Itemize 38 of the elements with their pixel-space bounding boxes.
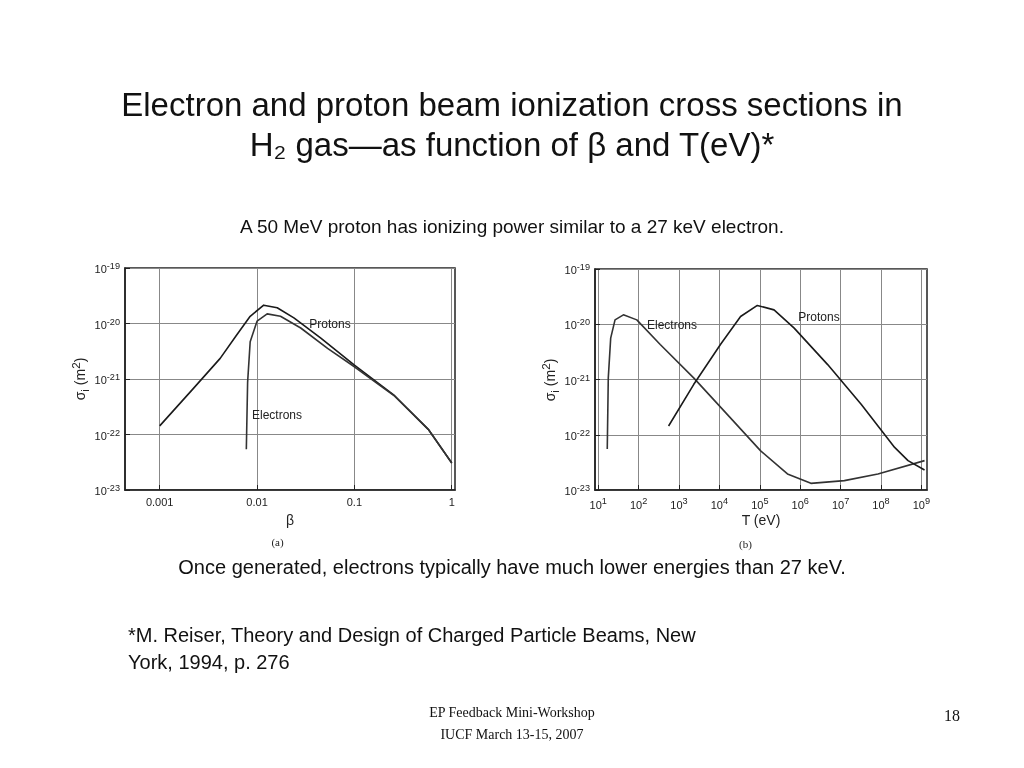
x-tick-label: 10$^{4}$ [710, 496, 729, 511]
text: Electron and proton beam ionization cross sections in H₂ gas—as function of β and T(eV)* [120, 85, 904, 165]
y-tick-label: 10$^{-22}$ [564, 427, 590, 443]
text: Once generated, electrons typically have much lower energies than 27 keV. [177, 556, 847, 579]
text: 18 [943, 707, 960, 725]
x-tick-label: 10$^{1}$ [589, 496, 607, 511]
x-tick-label: 10$^{8}$ [872, 496, 890, 511]
x-tick-label: 10$^{7}$ [831, 496, 850, 511]
x-tick-label: 10$^{2}$ [629, 496, 648, 511]
y-tick-label: 10$^{-21}$ [94, 371, 120, 387]
text: *M. Reiser, Theory and Design of Charged Particle Beams, New York, 1994, p. 276 [128, 623, 697, 675]
y-tick-label: 10$^{-20}$ [564, 316, 590, 332]
y-tick-label: 10$^{-23}$ [94, 482, 120, 498]
x-tick-label: 0.001 [145, 496, 174, 508]
x-tick-label: 10$^{3}$ [670, 496, 688, 511]
y-tick-label: 10$^{-19}$ [94, 260, 120, 276]
y-tick-label: 10$^{-21}$ [564, 372, 590, 387]
y-tick-label: 10$^{-20}$ [94, 316, 120, 331]
x-tick-label: 10$^{5}$ [751, 496, 769, 511]
text: (a) [270, 536, 285, 548]
text: A 50 MeV proton has ionizing power similar to a 27 keV electron. [239, 216, 785, 238]
annotation: Electrons [646, 318, 698, 332]
x-tick-label: 10$^{9}$ [912, 496, 931, 511]
annotation: Electrons [251, 408, 303, 422]
text: IUCF March 13-15, 2007 [439, 727, 585, 743]
x-axis-title: β [285, 512, 295, 528]
x-tick-label: 10$^{6}$ [791, 496, 809, 511]
y-tick-label: 10$^{-22}$ [94, 427, 120, 442]
x-axis-title: T (eV) [741, 512, 781, 528]
x-tick-label: 0.01 [246, 496, 268, 508]
y-tick-label: 10$^{-19}$ [564, 261, 590, 277]
text: EP Feedback Mini-Workshop [428, 705, 596, 721]
x-tick-label: 1 [448, 496, 455, 508]
annotation: Protons [798, 310, 840, 324]
text: (b) [738, 538, 753, 550]
y-tick-label: 10$^{-23}$ [564, 482, 590, 498]
annotation: Protons [309, 317, 351, 331]
x-tick-label: 0.1 [346, 496, 363, 508]
